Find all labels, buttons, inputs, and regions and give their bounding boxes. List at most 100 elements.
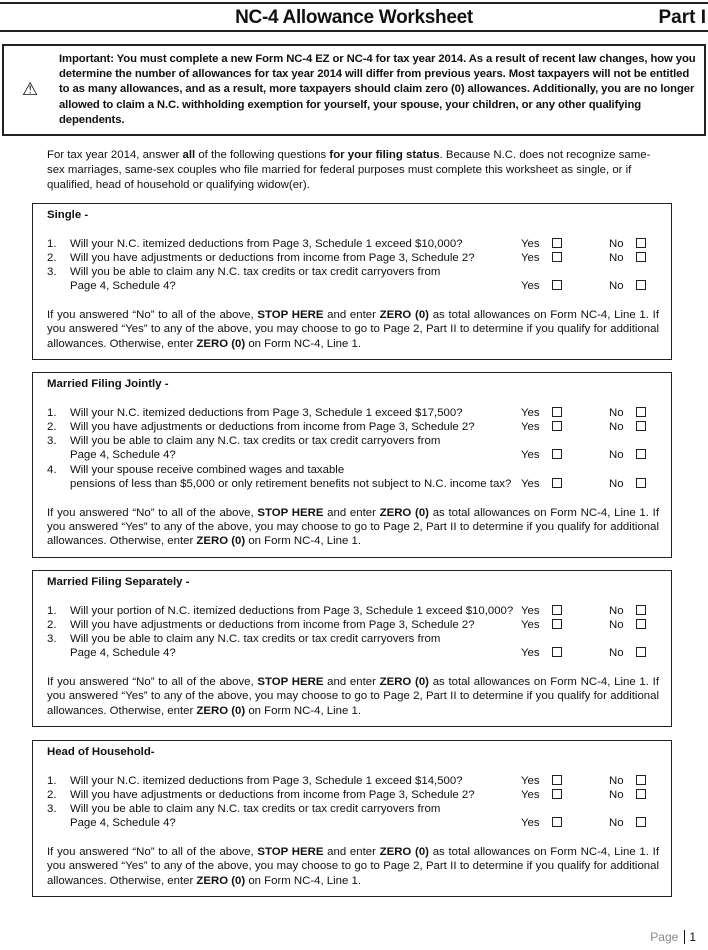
no-checkbox[interactable] — [635, 420, 646, 431]
no-checkbox[interactable] — [635, 618, 646, 629]
no-option[interactable]: No — [609, 604, 646, 618]
yes-checkbox[interactable] — [551, 251, 562, 262]
yes-checkbox[interactable] — [551, 817, 562, 828]
question-row: 3. Will you be able to claim any N.C. tax… — [47, 434, 659, 448]
no-option[interactable]: No — [609, 251, 646, 265]
yes-checkbox[interactable] — [551, 788, 562, 799]
no-checkbox[interactable] — [635, 774, 646, 785]
no-option[interactable]: No — [609, 448, 646, 462]
question-text: Will you be able to claim any N.C. tax c… — [70, 803, 441, 816]
no-label: No — [609, 406, 624, 419]
yes-checkbox[interactable] — [551, 478, 562, 489]
yes-option[interactable]: Yes — [521, 477, 562, 491]
no-option[interactable]: No — [609, 788, 646, 802]
no-label: No — [609, 420, 624, 433]
yes-option[interactable]: Yes — [521, 279, 562, 293]
section-title: Single - — [47, 209, 89, 221]
no-checkbox[interactable] — [635, 817, 646, 828]
yes-checkbox[interactable] — [551, 406, 562, 417]
no-label: No — [609, 817, 624, 830]
no-checkbox[interactable] — [635, 237, 646, 248]
no-label: No — [609, 478, 624, 491]
no-option[interactable]: No — [609, 279, 646, 293]
yes-option[interactable]: Yes — [521, 251, 562, 265]
no-checkbox[interactable] — [635, 647, 646, 658]
yes-checkbox[interactable] — [551, 237, 562, 248]
no-checkbox[interactable] — [635, 788, 646, 799]
yes-option[interactable]: Yes — [521, 448, 562, 462]
question-text: Will your spouse receive combined wages … — [70, 463, 345, 476]
bold-text: for your filing status — [329, 149, 440, 161]
yes-checkbox[interactable] — [551, 647, 562, 658]
question-row: 4. Will your spouse receive combined wage… — [47, 463, 659, 477]
question-number: 1. — [47, 604, 57, 617]
text-run: as total allowances on Form NC-4, Line 1… — [47, 506, 659, 548]
no-option[interactable]: No — [609, 816, 646, 830]
text-run: as total allowances on Form NC-4, Line 1… — [47, 309, 659, 350]
yes-option[interactable]: Yes — [521, 618, 562, 632]
no-option[interactable]: No — [609, 406, 646, 420]
page-label: Page — [650, 930, 679, 944]
no-option[interactable]: No — [609, 646, 646, 660]
yes-checkbox[interactable] — [551, 280, 562, 291]
question-text: Will you be able to claim any N.C. tax c… — [70, 633, 441, 646]
yes-checkbox[interactable] — [551, 420, 562, 431]
yes-option[interactable]: Yes — [521, 604, 562, 618]
question-row: 2. Will you have adjustments or deduction… — [47, 251, 659, 265]
no-checkbox[interactable] — [635, 406, 646, 417]
yes-label: Yes — [521, 817, 540, 830]
bold-text: STOP HERE — [257, 846, 324, 859]
question-number: 3. — [47, 633, 57, 646]
no-option[interactable]: No — [609, 237, 646, 251]
question-text: Page 4, Schedule 4? — [70, 280, 176, 293]
question-number: 2. — [47, 788, 57, 801]
section-single: Single - 1. Will your N.C. itemized deduct… — [32, 203, 672, 360]
page-title: NC-4 Allowance Worksheet — [235, 7, 473, 28]
yes-option[interactable]: Yes — [521, 237, 562, 251]
text-run: For tax year 2014, answer — [47, 149, 183, 161]
no-option[interactable]: No — [609, 420, 646, 434]
text-run: on Form NC-4, Line 1. — [245, 337, 362, 350]
question-text: Will you have adjustments or deductions … — [70, 788, 475, 801]
text-run: If you answered “No” to all of the above… — [47, 676, 258, 689]
question-text: Page 4, Schedule 4? — [70, 817, 176, 830]
yes-option[interactable]: Yes — [521, 816, 562, 830]
no-option[interactable]: No — [609, 618, 646, 632]
yes-checkbox[interactable] — [551, 604, 562, 615]
question-row: 3. Will you be able to claim any N.C. tax… — [47, 265, 659, 279]
no-label: No — [609, 280, 624, 293]
yes-option[interactable]: Yes — [521, 788, 562, 802]
no-option[interactable]: No — [609, 477, 646, 491]
no-checkbox[interactable] — [635, 251, 646, 262]
text-run: and enter — [323, 676, 380, 689]
yes-option[interactable]: Yes — [521, 646, 562, 660]
no-checkbox[interactable] — [635, 280, 646, 291]
text-run: on Form NC-4, Line 1. — [245, 874, 362, 887]
yes-label: Yes — [521, 647, 540, 660]
no-checkbox[interactable] — [635, 478, 646, 489]
yes-option[interactable]: Yes — [521, 406, 562, 420]
yes-option[interactable]: Yes — [521, 420, 562, 434]
no-checkbox[interactable] — [635, 449, 646, 460]
question-row: 1. Will your portion of N.C. itemized ded… — [47, 604, 659, 618]
yes-checkbox[interactable] — [551, 618, 562, 629]
yes-label: Yes — [521, 420, 540, 433]
yes-checkbox[interactable] — [551, 774, 562, 785]
yes-label: Yes — [521, 251, 540, 264]
yes-label: Yes — [521, 618, 540, 631]
bold-text: ZERO (0) — [379, 506, 429, 519]
question-row: 2. Will you have adjustments or deduction… — [47, 788, 659, 802]
no-checkbox[interactable] — [635, 604, 646, 615]
warning-icon: ⚠ — [22, 79, 39, 99]
no-option[interactable]: No — [609, 774, 646, 788]
question-row: Page 4, Schedule 4? Yes No — [47, 279, 659, 293]
question-text: Will you have adjustments or deductions … — [70, 251, 475, 264]
text-run: If you answered “No” to all of the above… — [47, 506, 258, 519]
question-number: 3. — [47, 266, 57, 279]
question-row: 1. Will your N.C. itemized deductions fro… — [47, 774, 659, 788]
yes-option[interactable]: Yes — [521, 774, 562, 788]
question-number: 3. — [47, 435, 57, 448]
yes-checkbox[interactable] — [551, 449, 562, 460]
text-run: as total allowances on Form NC-4, Line 1… — [47, 676, 659, 717]
question-row: 2. Will you have adjustments or deduction… — [47, 420, 659, 434]
